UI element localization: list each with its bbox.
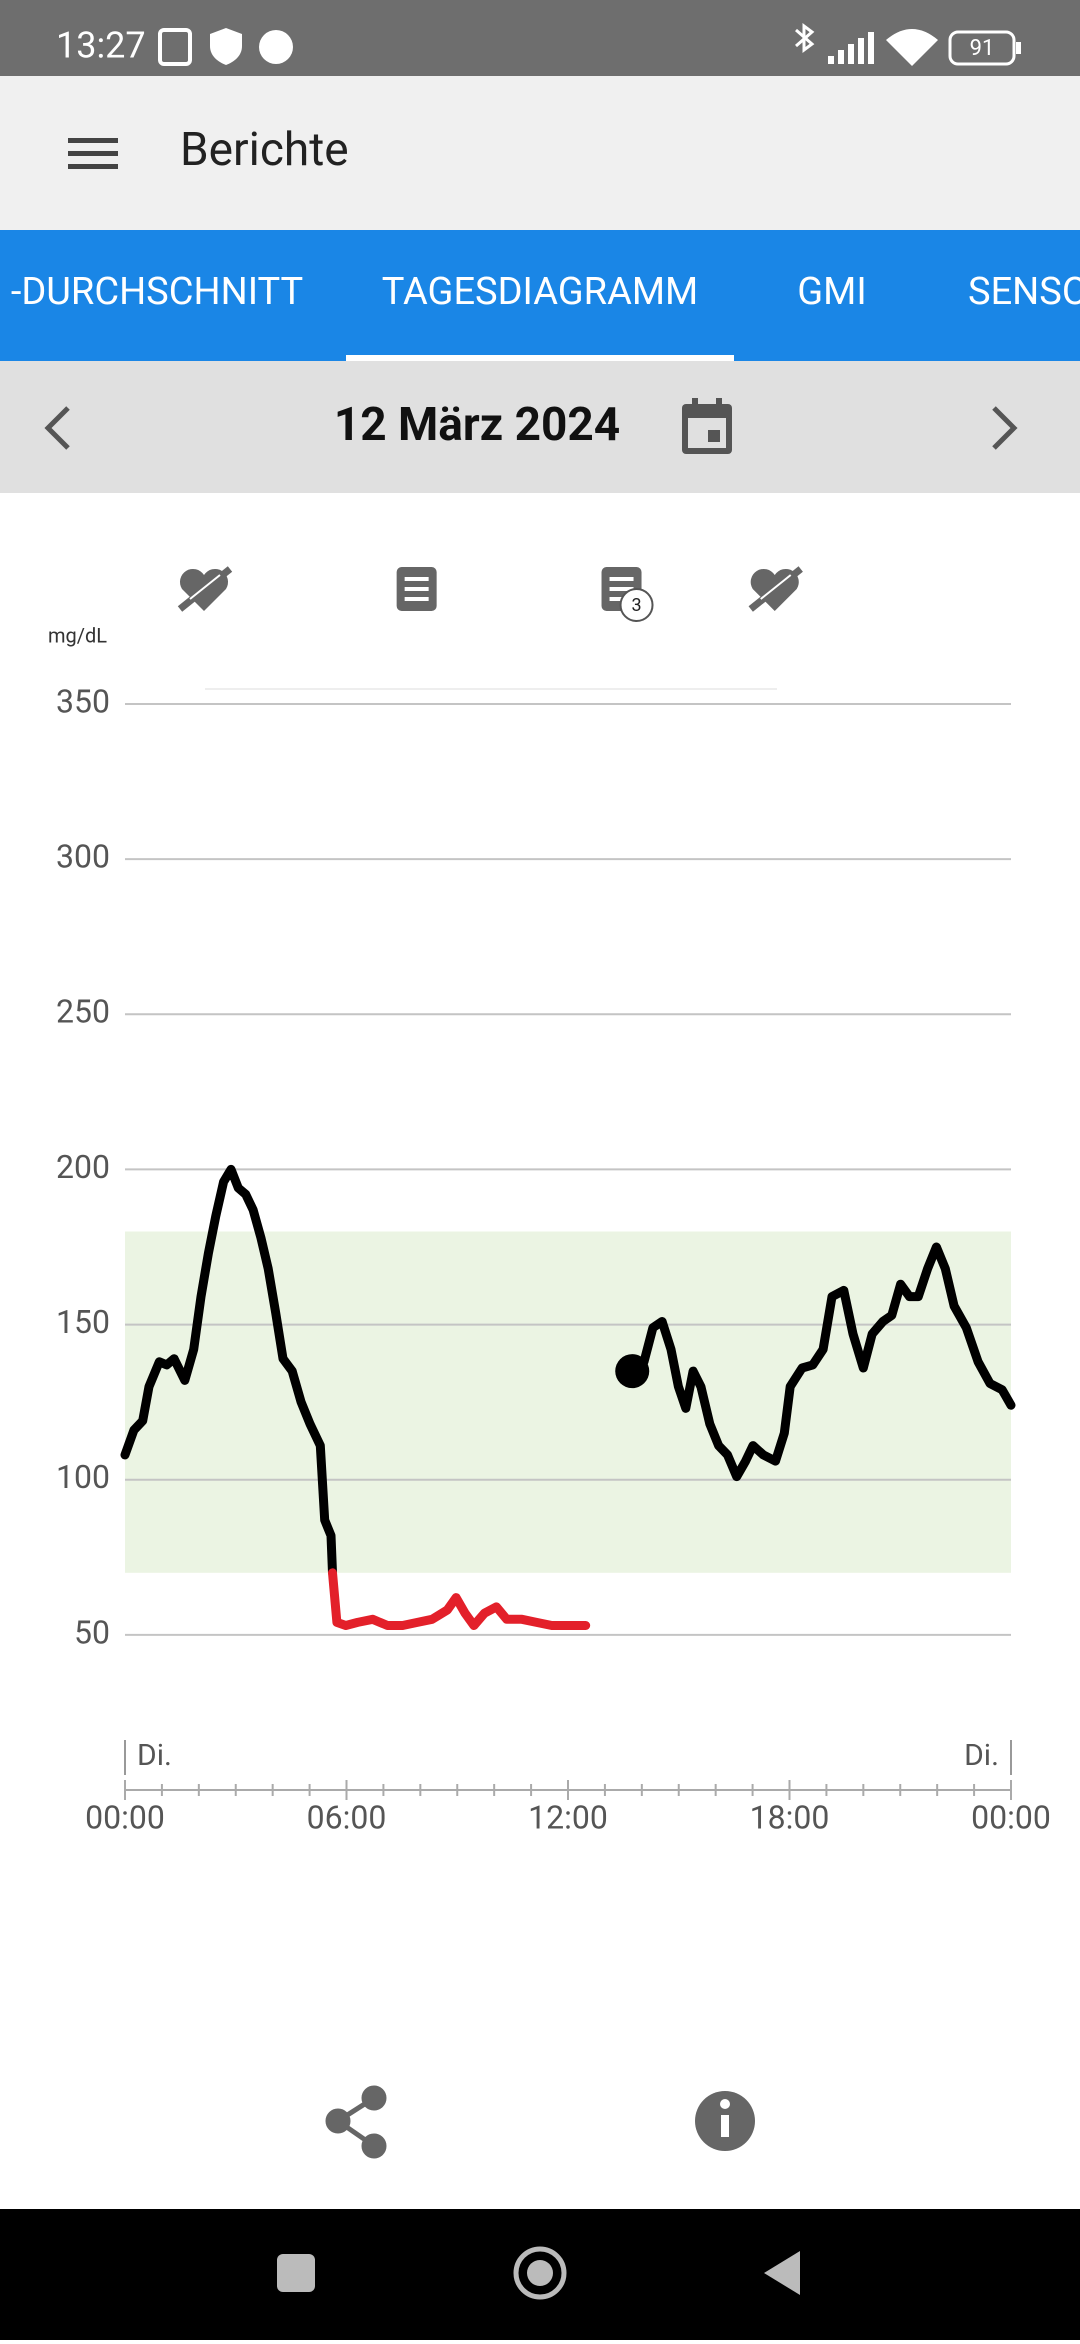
y-axis-label: mg/dL — [48, 623, 107, 647]
badge — [619, 588, 654, 622]
date-bar — [0, 361, 1080, 493]
note-line — [609, 587, 634, 591]
y-tick-label: 200 — [56, 1148, 110, 1186]
insulin-syringe-gap — [760, 574, 792, 600]
info-button[interactable] — [695, 2091, 755, 2151]
note-line — [609, 577, 634, 581]
bluetooth-icon — [795, 23, 815, 53]
shield-icon — [210, 28, 242, 65]
home-dot — [527, 2260, 553, 2286]
app-icon — [259, 30, 293, 64]
x-tick-label: 12:00 — [528, 1798, 608, 1836]
tab-indicator — [346, 355, 734, 361]
y-tick-label: 100 — [56, 1458, 110, 1496]
wifi-icon — [886, 29, 938, 66]
tab[interactable]: TAGESDIAGRAMM — [382, 270, 698, 314]
y-tick-label: 250 — [56, 993, 110, 1031]
battery-icon — [948, 30, 1016, 66]
recents-button[interactable] — [277, 2254, 315, 2292]
app-title: Berichte — [180, 123, 349, 177]
y-tick-label: 150 — [56, 1303, 110, 1341]
note-line — [404, 587, 429, 591]
tab-bar — [0, 230, 1080, 361]
home-button[interactable] — [513, 2246, 567, 2300]
battery-level: 91 — [970, 36, 995, 61]
event-icon-note[interactable]: 3 — [601, 567, 654, 622]
glucose-line — [120, 1164, 1016, 1578]
back-button[interactable] — [764, 2251, 800, 2295]
y-tick-label: 350 — [56, 682, 110, 720]
x-tick-label: 00:00 — [85, 1798, 165, 1836]
event-icon-note[interactable] — [396, 567, 437, 611]
menu-button[interactable] — [68, 138, 118, 169]
next-day-button[interactable] — [992, 406, 1018, 450]
glucose-line — [328, 1568, 591, 1630]
share-button[interactable] — [325, 2085, 387, 2159]
tab[interactable]: GMI — [797, 270, 866, 314]
event-icon-insulin[interactable] — [748, 566, 803, 612]
date: 12 März 2024 — [334, 398, 620, 452]
chart: mg/dL 50 100 150 200 250 300 350 00:00 06:00 12:00… — [48, 566, 1051, 1836]
prev-day-button[interactable] — [44, 406, 70, 450]
event-icon-insulin[interactable] — [177, 566, 233, 612]
tab[interactable]: -DURCHSCHNITT — [11, 270, 303, 314]
calendar-button[interactable] — [682, 398, 732, 454]
x-tick-label: 00:00 — [971, 1798, 1051, 1836]
day-label: Di. — [964, 1738, 999, 1773]
insulin-syringe — [748, 566, 803, 612]
nfc-icon — [158, 28, 192, 66]
signal-icon — [828, 32, 874, 64]
x-tick-label: 06:00 — [307, 1798, 387, 1836]
tab[interactable]: SENSO — [968, 270, 1080, 314]
y-tick-label: 300 — [56, 838, 110, 876]
insulin-syringe — [177, 566, 233, 612]
x-tick-label: 18:00 — [750, 1798, 830, 1836]
y-tick-label: 50 — [74, 1613, 110, 1651]
note-line — [404, 577, 429, 581]
note-line — [404, 597, 429, 601]
marker — [615, 1354, 650, 1389]
target-range — [125, 1231, 1011, 1573]
battery-tip — [1016, 42, 1021, 54]
badge-count: 3 — [631, 595, 641, 616]
app-bar — [0, 76, 1080, 230]
day-label: Di. — [137, 1738, 172, 1773]
status-time: 13:27 — [56, 25, 146, 67]
insulin-syringe-gap — [189, 574, 221, 600]
